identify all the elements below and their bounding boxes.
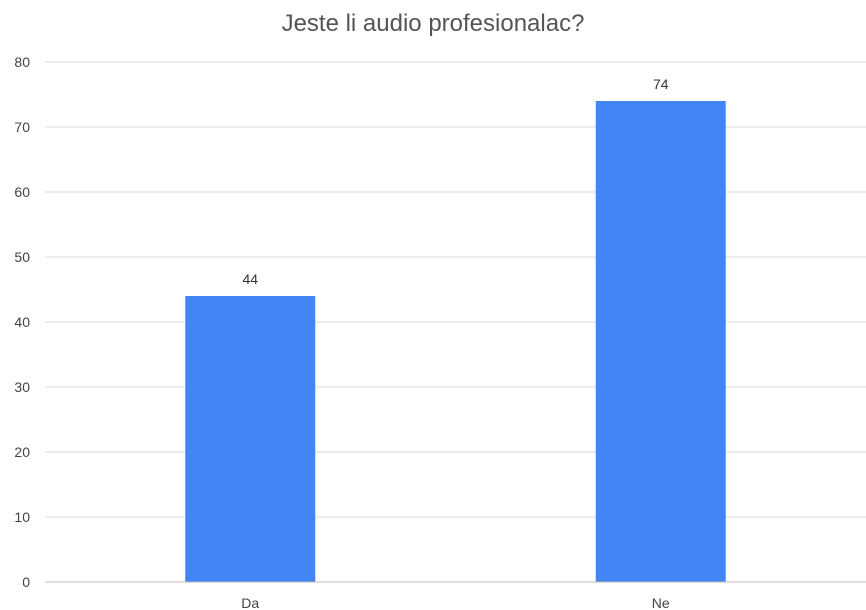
y-tick-label: 20 [14,444,30,460]
bar-ne [595,101,726,582]
y-tick-label: 80 [14,54,30,70]
x-tick-label: Ne [652,595,670,610]
y-tick-label: 40 [14,314,30,330]
data-label: 74 [653,76,669,92]
chart-title: Jeste li audio profesionalac? [281,10,585,37]
y-tick-label: 30 [14,379,30,395]
y-tick-label: 60 [14,184,30,200]
bar-da [185,296,316,582]
x-tick-label: Da [241,595,259,610]
y-tick-label: 10 [14,509,30,525]
y-tick-label: 0 [22,574,30,590]
data-label: 44 [242,271,258,287]
y-tick-label: 70 [14,119,30,135]
y-tick-label: 50 [14,249,30,265]
